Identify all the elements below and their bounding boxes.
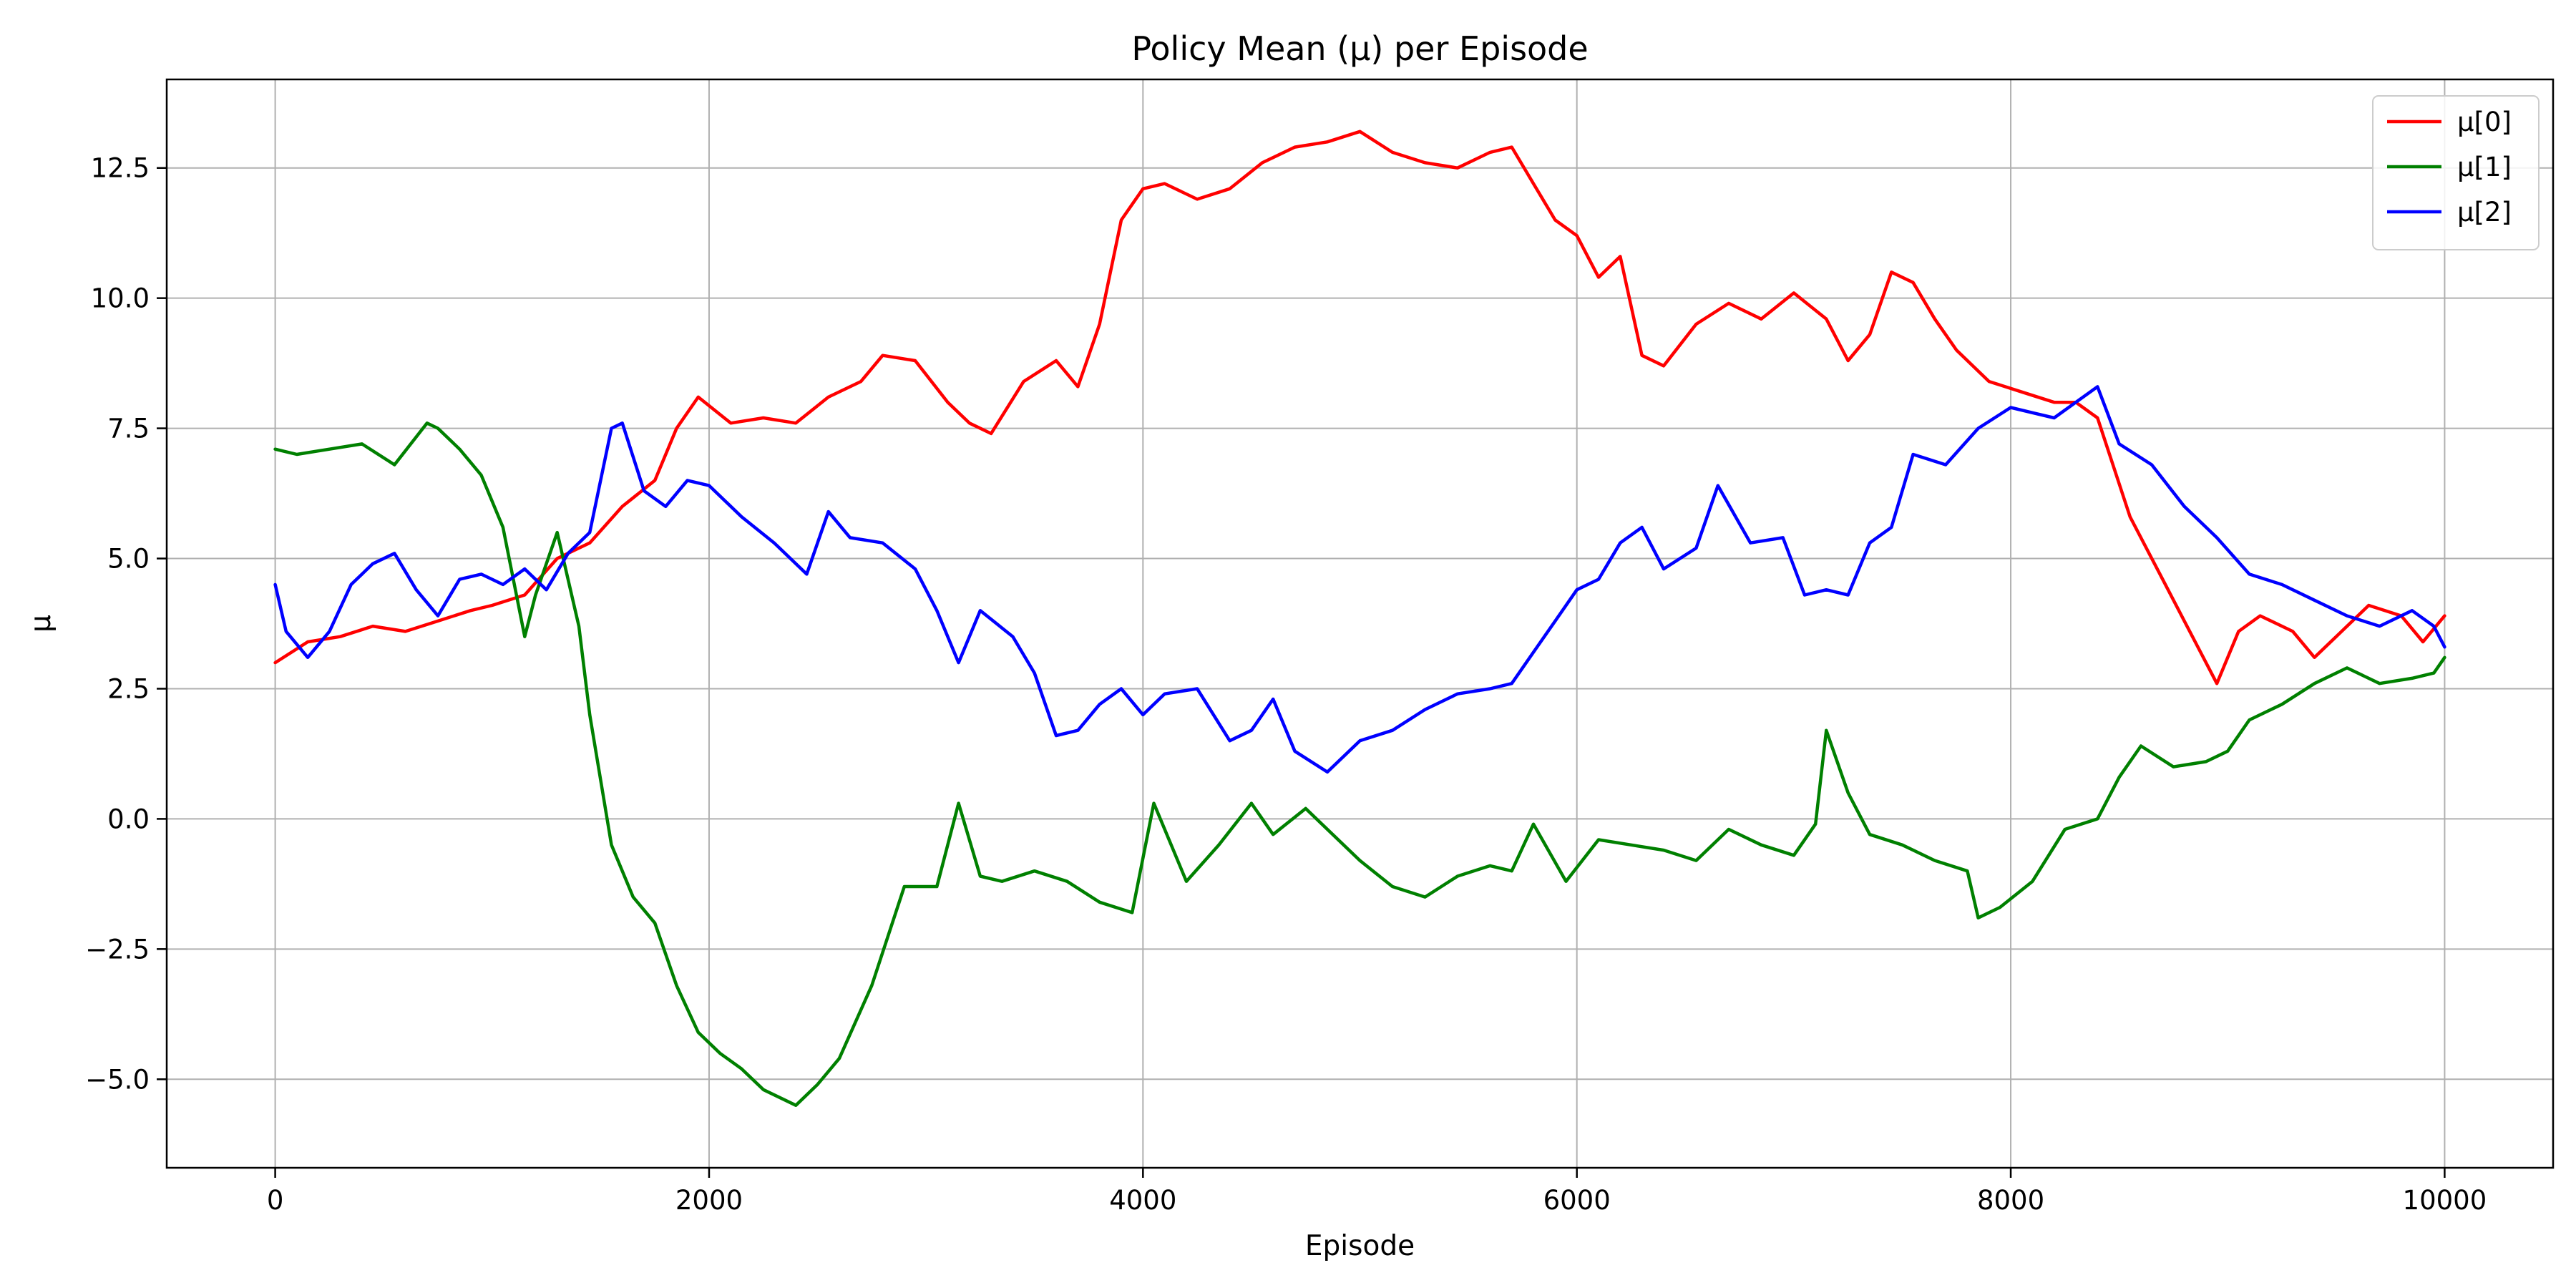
y-tick-label: −5.0 xyxy=(85,1064,150,1095)
y-tick-label: 10.0 xyxy=(91,283,150,314)
y-tick-label: 12.5 xyxy=(91,153,150,184)
x-tick-label: 4000 xyxy=(1109,1185,1176,1216)
legend-entry-label: μ[1] xyxy=(2457,152,2512,182)
legend-entry-label: μ[0] xyxy=(2457,107,2512,137)
x-tick-label: 2000 xyxy=(675,1185,743,1216)
y-tick-label: 7.5 xyxy=(107,414,150,444)
y-tick-label: 0.0 xyxy=(107,804,150,834)
y-tick-label: −2.5 xyxy=(85,934,150,965)
y-axis-label: μ xyxy=(25,615,57,633)
plot-area-frame xyxy=(165,78,2555,1169)
chart-title: Policy Mean (μ) per Episode xyxy=(1131,29,1588,68)
x-tick-label: 0 xyxy=(267,1185,284,1216)
x-tick-label: 8000 xyxy=(1977,1185,2044,1216)
series-lines xyxy=(273,130,2446,1107)
legend-box xyxy=(2372,95,2540,250)
legend: μ[0] μ[1] μ[2] xyxy=(2372,95,2540,250)
series-line-1 xyxy=(273,421,2446,1107)
x-tick-label: 10000 xyxy=(2403,1185,2487,1216)
series-line-2 xyxy=(273,385,2446,774)
axis-ticks: 0 2000 4000 6000 8000 10000 −5.0 −2.5 0.0 2.5 5.0 7… xyxy=(85,153,2487,1216)
x-axis-label: Episode xyxy=(1305,1230,1415,1262)
y-tick-label: 2.5 xyxy=(107,673,150,704)
series-line-0 xyxy=(273,130,2446,686)
x-tick-label: 6000 xyxy=(1543,1185,1611,1216)
legend-entry-label: μ[2] xyxy=(2457,197,2512,228)
y-tick-label: 5.0 xyxy=(107,544,150,575)
